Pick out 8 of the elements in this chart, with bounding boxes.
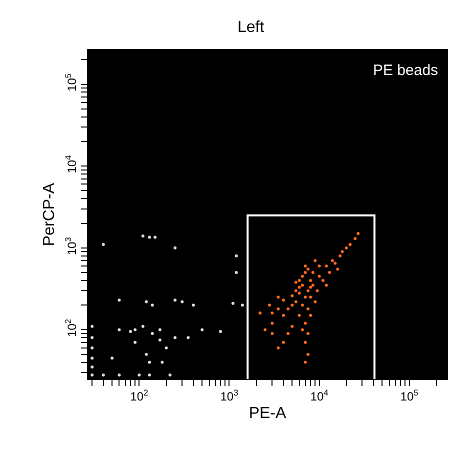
- x-tick-label: 10$^{4}$: [310, 387, 329, 404]
- x-axis-title: PE-A: [248, 405, 286, 422]
- y-axis-title: PerCP-A: [41, 182, 58, 246]
- x-tick-label: 10$^{3}$: [220, 387, 239, 404]
- x-tick-label: 10$^{5}$: [400, 387, 419, 404]
- chart-title: Left: [237, 18, 265, 36]
- x-tick-label: 10$^{2}$: [130, 387, 149, 404]
- annotation: PE beads: [373, 62, 438, 79]
